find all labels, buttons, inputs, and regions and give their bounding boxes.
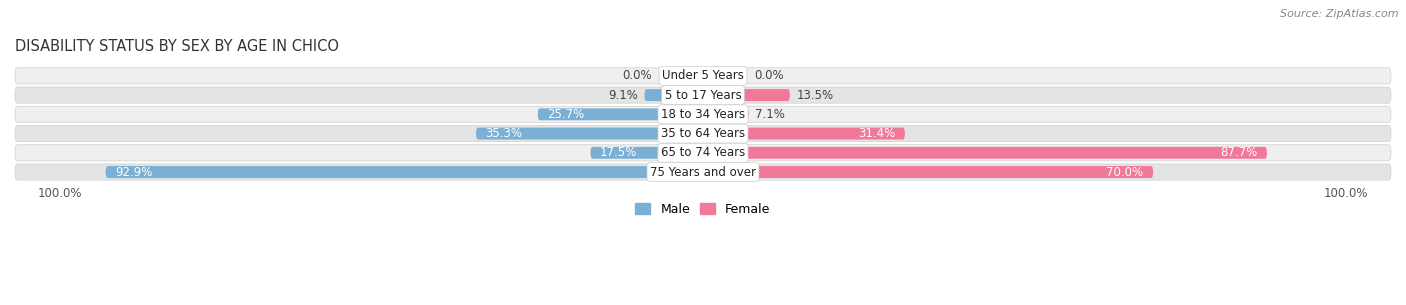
- FancyBboxPatch shape: [703, 127, 905, 139]
- FancyBboxPatch shape: [703, 108, 748, 120]
- Text: 9.1%: 9.1%: [609, 88, 638, 102]
- FancyBboxPatch shape: [537, 108, 703, 120]
- Text: 35.3%: 35.3%: [485, 127, 523, 140]
- Text: 18 to 34 Years: 18 to 34 Years: [661, 108, 745, 121]
- Text: 17.5%: 17.5%: [600, 146, 637, 159]
- FancyBboxPatch shape: [15, 106, 1391, 122]
- Text: 70.0%: 70.0%: [1107, 166, 1143, 178]
- Text: 0.0%: 0.0%: [755, 69, 785, 82]
- Text: 7.1%: 7.1%: [755, 108, 785, 121]
- Text: 87.7%: 87.7%: [1220, 146, 1257, 159]
- Text: 35 to 64 Years: 35 to 64 Years: [661, 127, 745, 140]
- Text: 65 to 74 Years: 65 to 74 Years: [661, 146, 745, 159]
- Text: 13.5%: 13.5%: [796, 88, 834, 102]
- FancyBboxPatch shape: [15, 164, 1391, 180]
- Text: 5 to 17 Years: 5 to 17 Years: [665, 88, 741, 102]
- FancyBboxPatch shape: [703, 89, 790, 101]
- FancyBboxPatch shape: [644, 89, 703, 101]
- FancyBboxPatch shape: [15, 87, 1391, 103]
- Text: DISABILITY STATUS BY SEX BY AGE IN CHICO: DISABILITY STATUS BY SEX BY AGE IN CHICO: [15, 39, 339, 54]
- Text: Under 5 Years: Under 5 Years: [662, 69, 744, 82]
- FancyBboxPatch shape: [15, 125, 1391, 142]
- FancyBboxPatch shape: [477, 127, 703, 139]
- FancyBboxPatch shape: [15, 68, 1391, 84]
- Text: 0.0%: 0.0%: [621, 69, 651, 82]
- FancyBboxPatch shape: [703, 147, 1267, 159]
- Text: Source: ZipAtlas.com: Source: ZipAtlas.com: [1281, 9, 1399, 19]
- Legend: Male, Female: Male, Female: [630, 198, 776, 221]
- FancyBboxPatch shape: [703, 166, 1153, 178]
- FancyBboxPatch shape: [105, 166, 703, 178]
- Text: 92.9%: 92.9%: [115, 166, 153, 178]
- FancyBboxPatch shape: [15, 145, 1391, 161]
- FancyBboxPatch shape: [591, 147, 703, 159]
- Text: 25.7%: 25.7%: [547, 108, 585, 121]
- Text: 75 Years and over: 75 Years and over: [650, 166, 756, 178]
- Text: 31.4%: 31.4%: [858, 127, 896, 140]
